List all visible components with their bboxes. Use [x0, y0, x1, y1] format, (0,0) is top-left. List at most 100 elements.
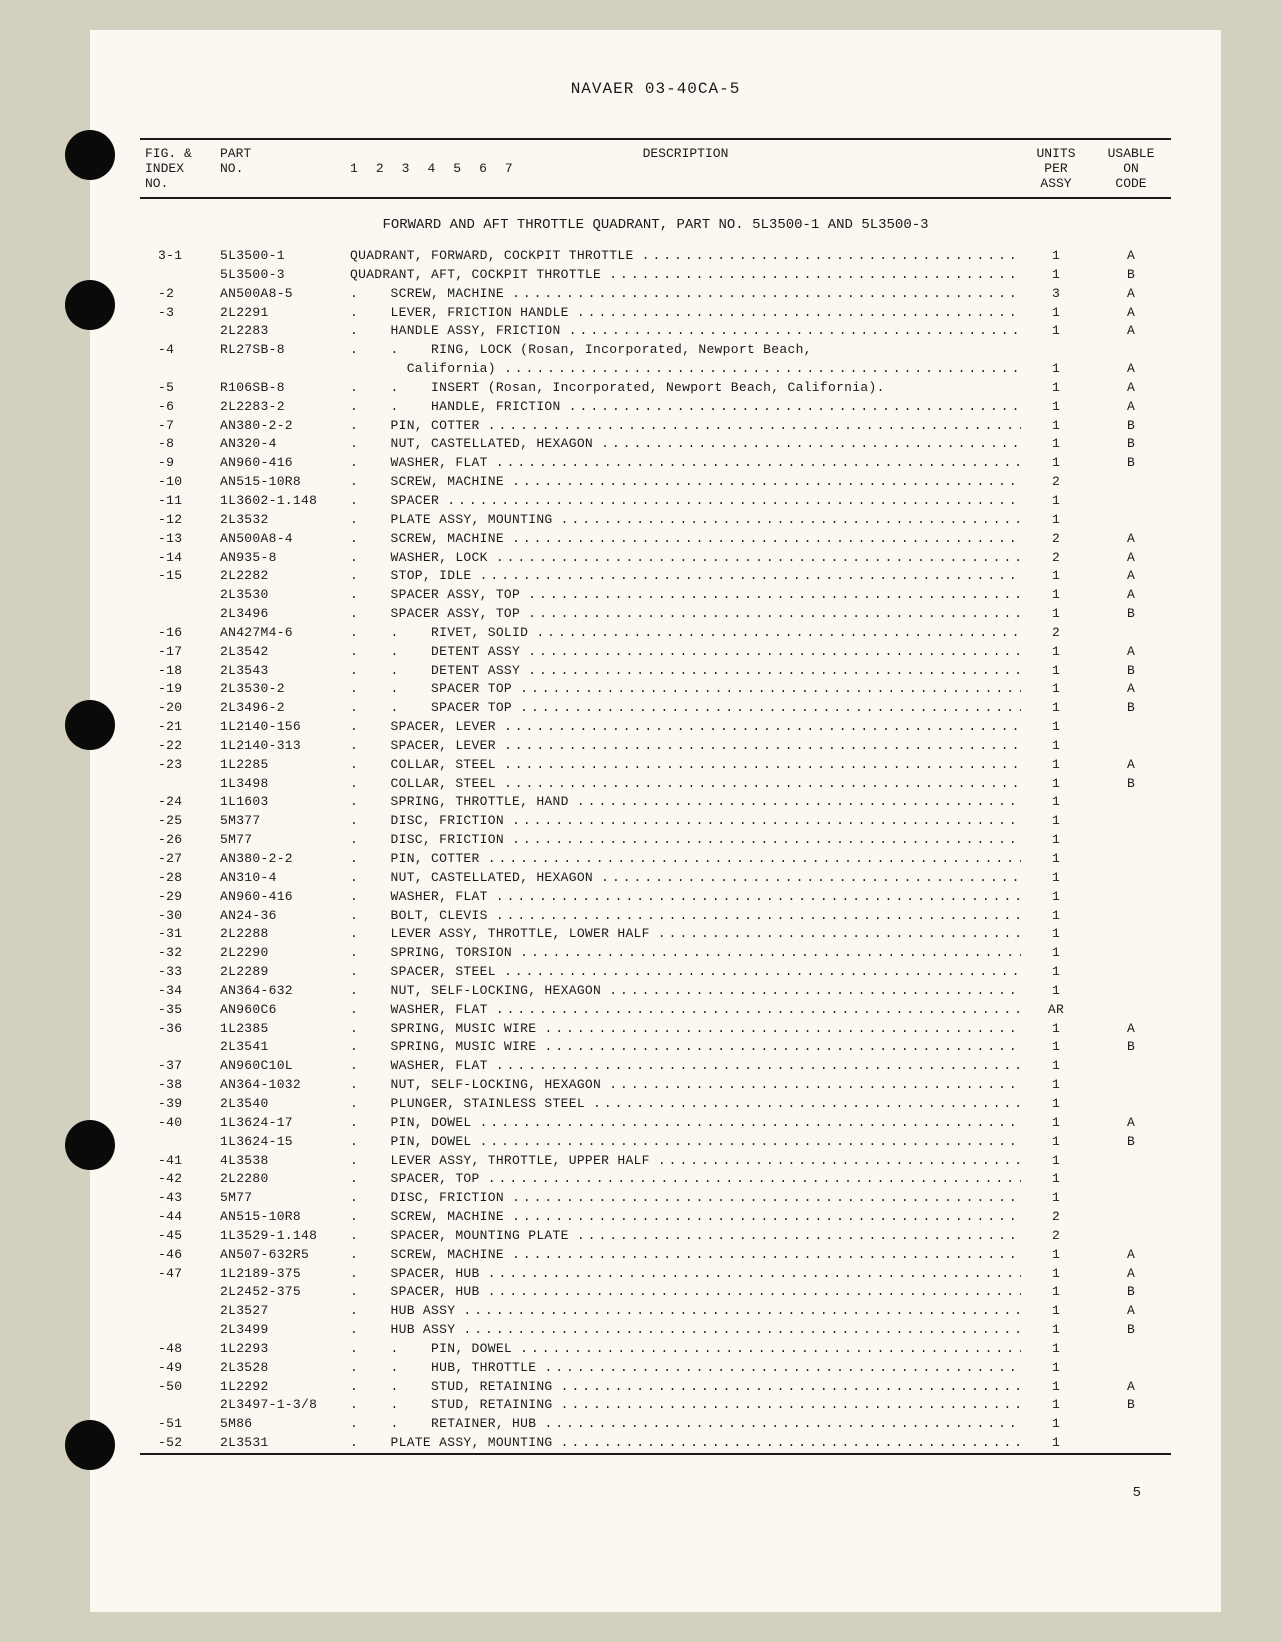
cell-description: . SPRING, THROTTLE, HAND ...............… — [350, 793, 1021, 812]
cell-code — [1091, 944, 1171, 963]
cell-index: -43 — [140, 1189, 220, 1208]
cell-code — [1091, 1227, 1171, 1246]
cell-description: . SPRING, MUSIC WIRE ...................… — [350, 1020, 1021, 1039]
cell-description: . PIN, DOWEL ...........................… — [350, 1133, 1021, 1152]
table-row: -361L2385. SPRING, MUSIC WIRE ..........… — [140, 1020, 1171, 1039]
leader-dots: ........................................… — [512, 812, 1021, 831]
description-text: . SCREW, MACHINE — [350, 285, 512, 304]
cell-description: . . PIN, DOWEL .........................… — [350, 1340, 1021, 1359]
cell-code: A — [1091, 247, 1171, 266]
table-row: -202L3496-2. . SPACER TOP ..............… — [140, 699, 1171, 718]
cell-units: 1 — [1021, 907, 1091, 926]
table-row: -27AN380-2-2. PIN, COTTER ..............… — [140, 850, 1171, 869]
cell-units: 1 — [1021, 963, 1091, 982]
table-row: -211L2140-156. SPACER, LEVER ...........… — [140, 718, 1171, 737]
cell-code: A — [1091, 530, 1171, 549]
cell-part-number: 2L3496-2 — [220, 699, 350, 718]
cell-part-number: 5L3500-1 — [220, 247, 350, 266]
cell-index: -22 — [140, 737, 220, 756]
cell-part-number: 4L3538 — [220, 1152, 350, 1171]
cell-description: . . DETENT ASSY ........................… — [350, 662, 1021, 681]
cell-description: . . HANDLE, FRICTION ...................… — [350, 398, 1021, 417]
punch-hole — [65, 280, 115, 330]
description-text: . LEVER ASSY, THROTTLE, UPPER HALF — [350, 1152, 658, 1171]
cell-code — [1091, 1340, 1171, 1359]
cell-units: 1 — [1021, 360, 1091, 379]
cell-code — [1091, 341, 1171, 360]
cell-part-number: 5M77 — [220, 831, 350, 850]
description-text: . SPRING, THROTTLE, HAND — [350, 793, 577, 812]
cell-index: -27 — [140, 850, 220, 869]
cell-code: B — [1091, 1283, 1171, 1302]
indent-level-number: 3 — [402, 161, 410, 176]
cell-units: 2 — [1021, 624, 1091, 643]
cell-code: B — [1091, 266, 1171, 285]
leader-dots: ........................................… — [544, 1415, 1021, 1434]
leader-dots: ........................................… — [577, 793, 1021, 812]
leader-dots: ........................................… — [528, 643, 1021, 662]
cell-units: 1 — [1021, 398, 1091, 417]
table-row: -37AN960C10L. WASHER, FLAT .............… — [140, 1057, 1171, 1076]
leader-dots: ........................................… — [520, 699, 1021, 718]
table-row: California) ............................… — [140, 360, 1171, 379]
description-text: . LEVER, FRICTION HANDLE — [350, 304, 577, 323]
cell-index: -12 — [140, 511, 220, 530]
description-text: . NUT, CASTELLATED, HEXAGON — [350, 435, 601, 454]
table-row: 1L3624-15. PIN, DOWEL ..................… — [140, 1133, 1171, 1152]
cell-units: 1 — [1021, 1283, 1091, 1302]
cell-units: 1 — [1021, 379, 1091, 398]
leader-dots: ........................................… — [609, 1076, 1021, 1095]
cell-code — [1091, 1001, 1171, 1020]
cell-code — [1091, 793, 1171, 812]
table-row: -111L3602-1.148. SPACER ................… — [140, 492, 1171, 511]
cell-units: 3 — [1021, 285, 1091, 304]
cell-index: -37 — [140, 1057, 220, 1076]
leader-dots: ........................................… — [520, 1340, 1021, 1359]
cell-part-number: 2L2288 — [220, 925, 350, 944]
cell-index: -40 — [140, 1114, 220, 1133]
description-text: . . RETAINER, HUB — [350, 1415, 544, 1434]
cell-code — [1091, 473, 1171, 492]
table-row: -10AN515-10R8. SCREW, MACHINE ..........… — [140, 473, 1171, 492]
cell-index: -5 — [140, 379, 220, 398]
cell-units: 2 — [1021, 1227, 1091, 1246]
description-text: . PLATE ASSY, MOUNTING — [350, 511, 561, 530]
cell-units: 1 — [1021, 1057, 1091, 1076]
cell-units: 1 — [1021, 1114, 1091, 1133]
leader-dots: ........................................… — [577, 304, 1021, 323]
indent-level-number: 1 — [350, 161, 358, 176]
cell-index: -21 — [140, 718, 220, 737]
cell-units: 1 — [1021, 417, 1091, 436]
cell-description: . SPRING, MUSIC WIRE ...................… — [350, 1038, 1021, 1057]
table-row: -332L2289. SPACER, STEEL ...............… — [140, 963, 1171, 982]
description-text: . SCREW, MACHINE — [350, 530, 512, 549]
cell-part-number: 5M377 — [220, 812, 350, 831]
leader-dots: ........................................… — [658, 925, 1021, 944]
section-title: FORWARD AND AFT THROTTLE QUADRANT, PART … — [140, 199, 1171, 247]
cell-description: . NUT, CASTELLATED, HEXAGON ............… — [350, 869, 1021, 888]
leader-dots: ........................................… — [480, 567, 1021, 586]
leader-dots: ........................................… — [609, 266, 1021, 285]
page-number: 5 — [140, 1455, 1171, 1501]
cell-code: B — [1091, 454, 1171, 473]
description-text: . SCREW, MACHINE — [350, 473, 512, 492]
cell-description: . COLLAR, STEEL ........................… — [350, 775, 1021, 794]
cell-code: A — [1091, 1378, 1171, 1397]
cell-units: 1 — [1021, 247, 1091, 266]
leader-dots: ........................................… — [658, 1152, 1021, 1171]
cell-index: -29 — [140, 888, 220, 907]
cell-part-number: 2L3542 — [220, 643, 350, 662]
cell-part-number: AN960-416 — [220, 454, 350, 473]
cell-units: 1 — [1021, 1265, 1091, 1284]
leader-dots: ........................................… — [561, 1396, 1021, 1415]
cell-index: -10 — [140, 473, 220, 492]
description-text: . PIN, DOWEL — [350, 1133, 480, 1152]
cell-part-number: 1L3602-1.148 — [220, 492, 350, 511]
table-row: -255M377. DISC, FRICTION ...............… — [140, 812, 1171, 831]
table-row: -481L2293. . PIN, DOWEL ................… — [140, 1340, 1171, 1359]
cell-description: . PIN, DOWEL ...........................… — [350, 1114, 1021, 1133]
table-row: 1L3498. COLLAR, STEEL ..................… — [140, 775, 1171, 794]
table-row: -2AN500A8-5. SCREW, MACHINE ............… — [140, 285, 1171, 304]
table-row: -35AN960C6. WASHER, FLAT ...............… — [140, 1001, 1171, 1020]
cell-part-number: 2L3527 — [220, 1302, 350, 1321]
